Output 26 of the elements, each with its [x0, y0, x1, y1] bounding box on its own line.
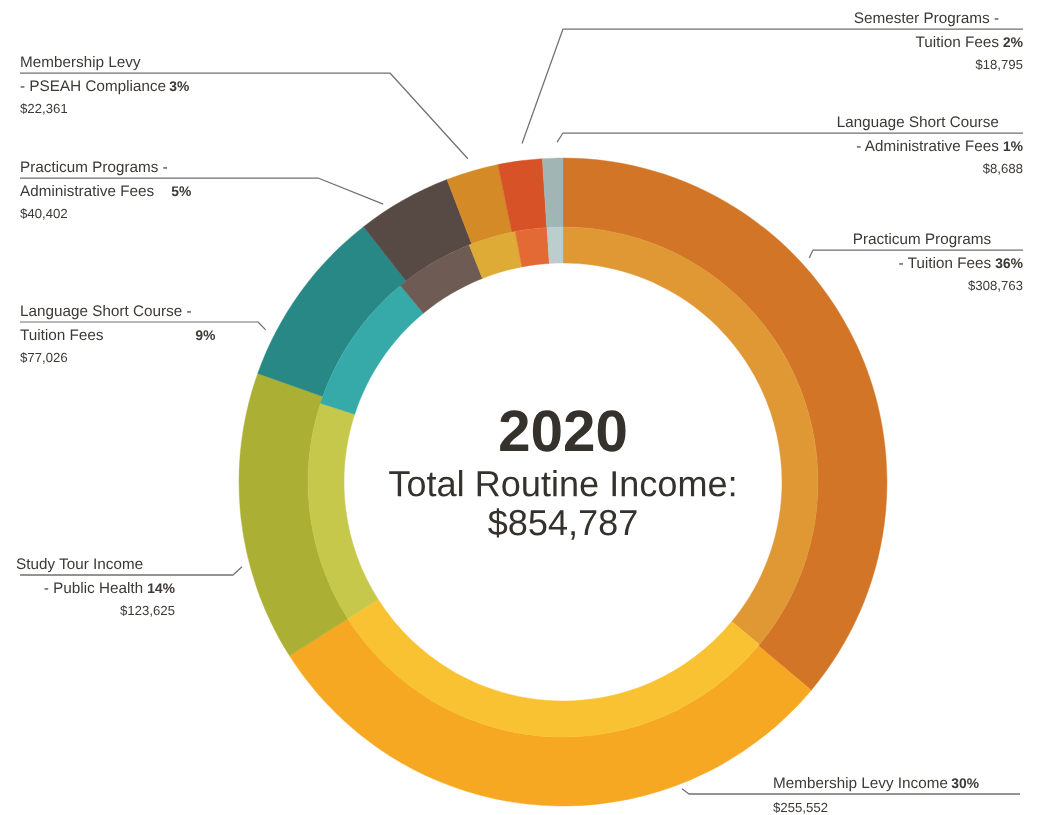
slice-label: Membership Levy Income [774, 776, 948, 792]
data-label: 2% [1003, 37, 1023, 48]
slice-label: Membership Levy - PSEAH Compliance [20, 55, 166, 95]
text: Total Routine Income: $854,787 [389, 470, 735, 540]
slice-label: Study Tour Income - Public Health [16, 557, 143, 594]
data-label: $18,795 [975, 59, 1023, 71]
slice-label: Practicum Programs - Administrative Fees [20, 160, 168, 197]
slice-label: Language Short Course - Tuition Fees [20, 304, 191, 341]
data-label: $123,625 [120, 605, 175, 617]
data-label: 36% [995, 258, 1023, 269]
data-label: 1% [1003, 141, 1023, 152]
data-label: $255,552 [773, 802, 828, 814]
data-label: 30% [951, 778, 979, 789]
slice-label: Language Short Course - Administrative Fees [837, 115, 999, 152]
data-label: 9% [195, 330, 216, 341]
data-label: $308,763 [968, 280, 1023, 292]
data-label: 14% [148, 583, 175, 594]
data-label: $40,402 [20, 208, 68, 220]
data-label: $77,026 [20, 352, 68, 364]
slice-label: Practicum Programs - Tuition Fees [854, 232, 991, 269]
data-label: 5% [171, 186, 191, 197]
slice-label: Semester Programs - Tuition Fees [854, 12, 999, 48]
data-label: $22,361 [20, 103, 68, 115]
data-label: 3% [169, 81, 189, 92]
text: 2020 [500, 410, 626, 452]
data-label: $8,688 [982, 163, 1023, 175]
